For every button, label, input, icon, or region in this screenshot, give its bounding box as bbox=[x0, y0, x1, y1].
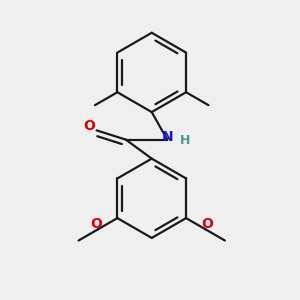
Text: H: H bbox=[180, 134, 190, 147]
Text: N: N bbox=[162, 130, 174, 144]
Text: O: O bbox=[83, 119, 95, 133]
Text: O: O bbox=[90, 217, 102, 231]
Text: O: O bbox=[202, 217, 214, 231]
